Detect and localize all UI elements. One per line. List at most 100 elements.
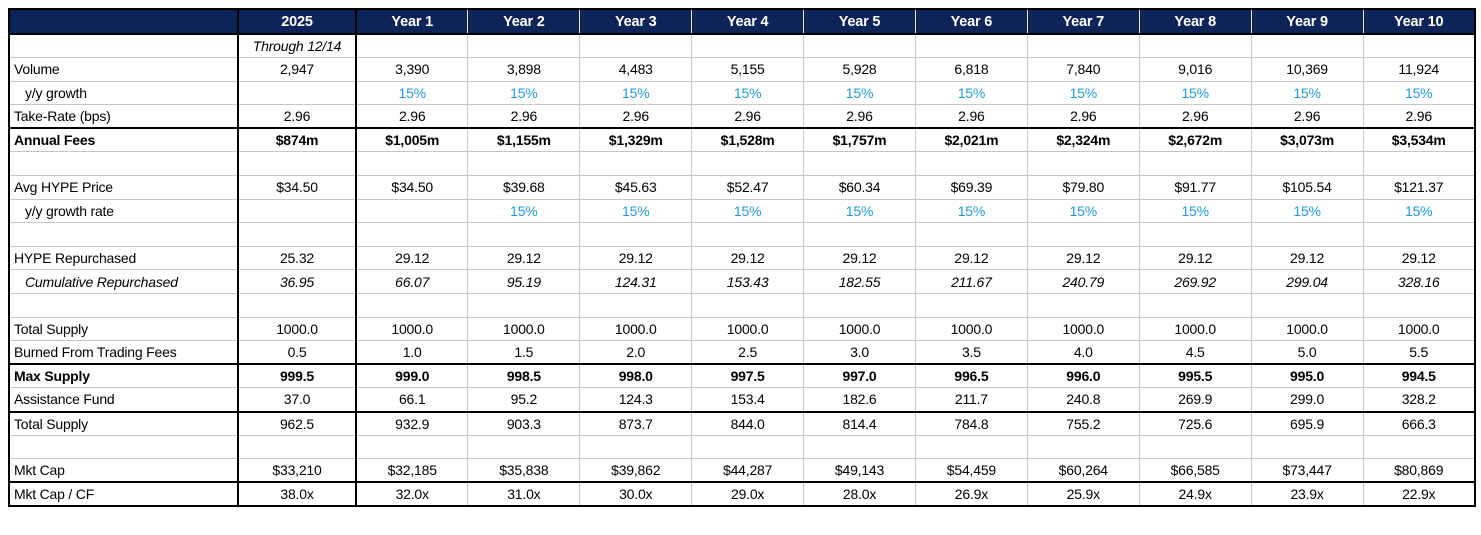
cell[interactable]: 996.0 <box>1027 363 1140 388</box>
cell[interactable]: 240.79 <box>1027 269 1140 294</box>
cell[interactable]: 1000.0 <box>691 316 805 341</box>
column-header-year-9[interactable]: Year 9 <box>1251 9 1364 35</box>
cell[interactable] <box>467 293 581 318</box>
cell[interactable]: 5.0 <box>1251 340 1364 365</box>
cell[interactable]: 10,369 <box>1251 57 1364 82</box>
cell[interactable]: $34.50 <box>238 175 357 200</box>
cell[interactable]: 999.5 <box>238 363 357 388</box>
column-header-year-1[interactable]: Year 1 <box>356 9 469 35</box>
row-label[interactable]: Max Supply <box>9 363 239 388</box>
cell[interactable] <box>915 151 1028 176</box>
cell[interactable]: 844.0 <box>691 410 805 436</box>
cell[interactable]: 269.92 <box>1139 269 1252 294</box>
cell[interactable]: 182.55 <box>803 269 916 294</box>
cell[interactable]: 15% <box>915 198 1028 223</box>
cell[interactable]: 15% <box>803 198 916 223</box>
cell[interactable]: 2.0 <box>579 340 693 365</box>
cell[interactable] <box>691 151 805 176</box>
cell[interactable]: 725.6 <box>1139 410 1252 436</box>
cell[interactable]: 15% <box>467 80 581 105</box>
column-header-year-6[interactable]: Year 6 <box>915 9 1028 35</box>
cell[interactable]: 1000.0 <box>1363 316 1476 341</box>
cell[interactable]: 2.96 <box>579 104 693 129</box>
row-label[interactable]: Total Supply <box>9 316 239 341</box>
cell[interactable]: 38.0x <box>238 481 357 506</box>
cell[interactable] <box>579 222 693 247</box>
cell[interactable]: $3,073m <box>1251 127 1364 152</box>
cell[interactable]: 15% <box>803 80 916 105</box>
cell[interactable] <box>356 222 469 247</box>
cell[interactable] <box>1027 33 1140 58</box>
row-label[interactable]: Mkt Cap / CF <box>9 481 239 506</box>
row-label[interactable] <box>9 33 239 58</box>
cell[interactable]: 1000.0 <box>1027 316 1140 341</box>
cell[interactable]: 29.12 <box>915 245 1028 270</box>
cell[interactable]: 1000.0 <box>467 316 581 341</box>
cell[interactable]: 15% <box>691 80 805 105</box>
cell[interactable] <box>238 198 357 223</box>
row-label[interactable]: Total Supply <box>9 410 239 436</box>
cell[interactable]: 995.5 <box>1139 363 1252 388</box>
cell[interactable] <box>356 151 469 176</box>
cell[interactable]: $49,143 <box>803 458 916 483</box>
cell[interactable]: 269.9 <box>1139 387 1252 412</box>
cell[interactable] <box>803 151 916 176</box>
cell[interactable] <box>1027 151 1140 176</box>
cell[interactable]: 328.2 <box>1363 387 1476 412</box>
cell[interactable]: 15% <box>1027 198 1140 223</box>
cell[interactable]: 2.5 <box>691 340 805 365</box>
cell[interactable]: 37.0 <box>238 387 357 412</box>
row-label[interactable]: y/y growth rate <box>9 198 239 223</box>
cell[interactable] <box>915 222 1028 247</box>
cell[interactable] <box>1139 33 1252 58</box>
cell[interactable]: 299.04 <box>1251 269 1364 294</box>
cell[interactable] <box>691 293 805 318</box>
cell[interactable] <box>579 434 693 459</box>
cell[interactable] <box>691 434 805 459</box>
cell[interactable] <box>1363 293 1476 318</box>
cell[interactable]: 328.16 <box>1363 269 1476 294</box>
row-label[interactable]: Avg HYPE Price <box>9 175 239 200</box>
row-label[interactable]: Volume <box>9 57 239 82</box>
cell[interactable] <box>915 434 1028 459</box>
cell[interactable]: 11,924 <box>1363 57 1476 82</box>
row-label[interactable]: Cumulative Repurchased <box>9 269 239 294</box>
cell[interactable] <box>1363 434 1476 459</box>
cell[interactable]: $73,447 <box>1251 458 1364 483</box>
cell[interactable]: 695.9 <box>1251 410 1364 436</box>
cell[interactable]: 3.5 <box>915 340 1028 365</box>
cell[interactable]: $60,264 <box>1027 458 1140 483</box>
cell[interactable] <box>1027 293 1140 318</box>
cell[interactable]: 1.5 <box>467 340 581 365</box>
cell[interactable] <box>579 293 693 318</box>
cell[interactable]: 2.96 <box>1027 104 1140 129</box>
cell[interactable]: $39,862 <box>579 458 693 483</box>
cell[interactable]: 2.96 <box>915 104 1028 129</box>
cell[interactable]: 299.0 <box>1251 387 1364 412</box>
cell[interactable] <box>579 151 693 176</box>
cell[interactable]: $44,287 <box>691 458 805 483</box>
row-label[interactable]: Annual Fees <box>9 127 239 152</box>
column-header-year-2[interactable]: Year 2 <box>467 9 581 35</box>
cell[interactable]: 124.31 <box>579 269 693 294</box>
cell[interactable]: 15% <box>1027 80 1140 105</box>
cell[interactable]: $2,021m <box>915 127 1028 152</box>
cell[interactable]: 153.4 <box>691 387 805 412</box>
cell[interactable]: 2,947 <box>238 57 357 82</box>
cell[interactable]: 4,483 <box>579 57 693 82</box>
column-header-year-7[interactable]: Year 7 <box>1027 9 1140 35</box>
cell[interactable] <box>1363 222 1476 247</box>
cell[interactable]: 1000.0 <box>1139 316 1252 341</box>
cell[interactable]: 24.9x <box>1139 481 1252 506</box>
cell[interactable] <box>803 293 916 318</box>
cell[interactable]: $54,459 <box>915 458 1028 483</box>
cell[interactable]: $35,838 <box>467 458 581 483</box>
cell[interactable] <box>356 198 469 223</box>
cell[interactable]: 1000.0 <box>356 316 469 341</box>
cell[interactable]: 153.43 <box>691 269 805 294</box>
cell[interactable]: $874m <box>238 127 357 152</box>
column-header-year-3[interactable]: Year 3 <box>579 9 693 35</box>
cell[interactable]: 15% <box>691 198 805 223</box>
cell[interactable]: 240.8 <box>1027 387 1140 412</box>
cell[interactable] <box>238 434 357 459</box>
